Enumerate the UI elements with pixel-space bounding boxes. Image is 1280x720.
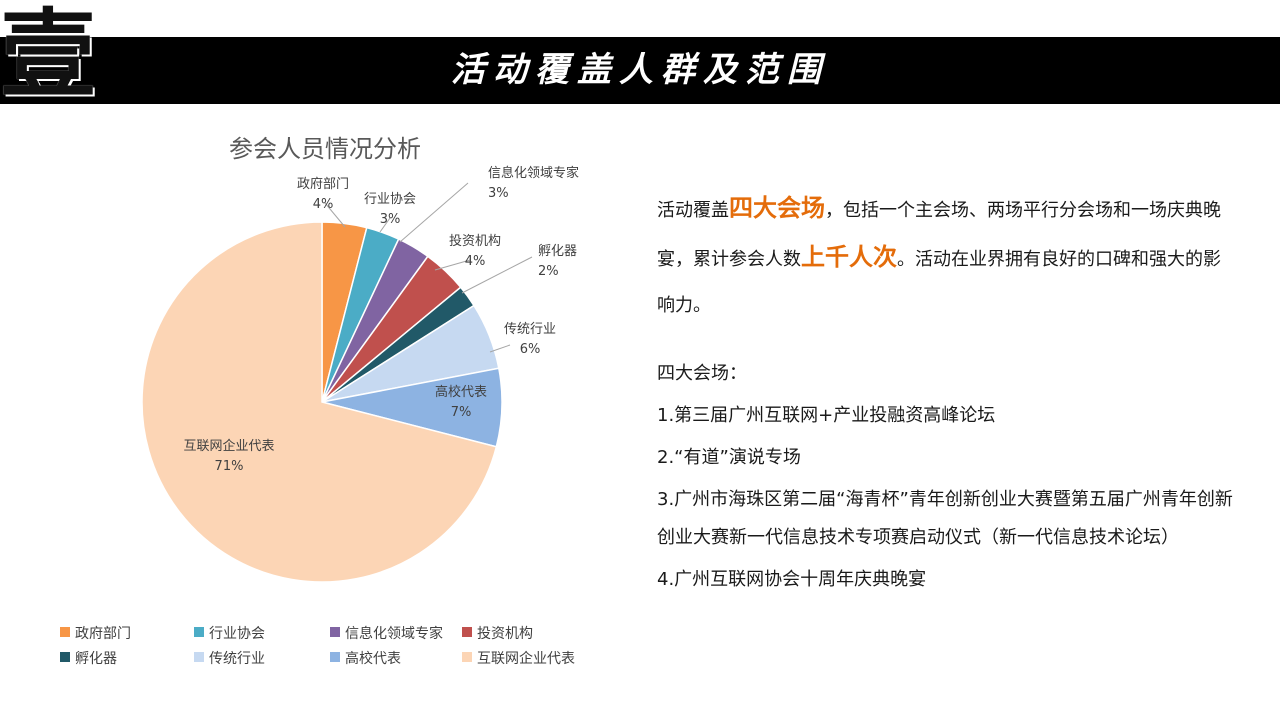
slice-label-category-4: 投资机构	[449, 233, 501, 249]
description-panel: 活动覆盖四大会场，包括一个主会场、两场平行分会场和一场庆典晚宴，累计参会人数上千…	[657, 185, 1237, 599]
legend-label-8: 互联网企业代表	[477, 650, 575, 667]
slice-label-category-6: 传统行业	[504, 322, 556, 337]
slice-label-value-1: 4%	[313, 197, 334, 212]
legend-label-3: 信息化领域专家	[345, 625, 443, 642]
highlight-venues: 四大会场	[729, 194, 825, 222]
highlight-attendance: 上千人次	[801, 243, 897, 271]
leader-line-3	[399, 182, 469, 243]
legend-swatch-8	[462, 652, 472, 662]
legend-swatch-6	[194, 652, 204, 662]
slice-label-category-3: 信息化领域专家	[488, 165, 579, 181]
slice-label-category-7: 高校代表	[435, 384, 487, 400]
legend-swatch-2	[194, 627, 204, 637]
intro-paragraph: 活动覆盖四大会场，包括一个主会场、两场平行分会场和一场庆典晚宴，累计参会人数上千…	[657, 185, 1237, 329]
legend-swatch-4	[462, 627, 472, 637]
leader-line-5	[461, 256, 533, 294]
leader-line-6	[489, 344, 511, 353]
slice-label-value-8: 71%	[215, 459, 244, 474]
section-number-mark: 壹	[0, 0, 96, 111]
slice-label-value-3: 3%	[488, 186, 509, 201]
legend-label-6: 传统行业	[209, 651, 265, 667]
intro-text-3: 。活动在业界拥有良好的口碑和强大的影响力。	[657, 249, 1221, 316]
venue-item-2: 2.“有道”演说专场	[657, 447, 801, 468]
pie-chart: 参会人员情况分析 政府部门 4% 行业协会 3% 信息化领域专家 3% 投资机构 4% 孵化器 2…	[60, 135, 579, 667]
slice-label-value-7: 7%	[451, 405, 472, 420]
slice-label-value-6: 6%	[520, 342, 541, 357]
leader-line-1	[324, 202, 346, 228]
legend-label-4: 投资机构	[477, 626, 533, 642]
legend-label-7: 高校代表	[345, 650, 401, 667]
slice-label-category-5: 孵化器	[538, 244, 577, 259]
leader-line-2	[379, 217, 391, 233]
slice-label-value-2: 3%	[380, 212, 401, 227]
legend-swatch-7	[330, 652, 340, 662]
page-title: 活动覆盖人群及范围	[451, 50, 829, 90]
slice-label-value-5: 2%	[538, 264, 559, 279]
legend-swatch-5	[60, 652, 70, 662]
leader-line-4	[434, 259, 471, 271]
venues-list: 四大会场： 1.第三届广州互联网+产业投融资高峰论坛 2.“有道”演说专场 3.…	[657, 355, 1237, 599]
slice-label-value-4: 4%	[465, 254, 486, 269]
legend-label-5: 孵化器	[75, 651, 117, 667]
slice-label-category-1: 政府部门	[297, 177, 349, 192]
intro-text-2: ，包括一个主会场、两场平行分会场和一场庆典晚宴，累计参会人数	[657, 200, 1221, 270]
chart-title: 参会人员情况分析	[229, 135, 421, 163]
pie-slice-8	[141, 221, 498, 583]
slice-label-category-8: 互联网企业代表	[183, 438, 274, 454]
venue-item-3: 3.广州市海珠区第二届“海青杯”青年创新创业大赛暨第五届广州青年创新创业大赛新一…	[657, 489, 1233, 548]
legend-label-2: 行业协会	[209, 626, 265, 642]
legend-swatch-1	[60, 627, 70, 637]
venue-item-1: 1.第三届广州互联网+产业投融资高峰论坛	[657, 405, 996, 426]
intro-text-1: 活动覆盖	[657, 200, 729, 221]
venue-item-4: 4.广州互联网协会十周年庆典晚宴	[657, 569, 927, 590]
legend-label-1: 政府部门	[75, 626, 131, 642]
legend-swatch-3	[330, 627, 340, 637]
slice-label-category-2: 行业协会	[364, 192, 416, 207]
header-bar	[0, 37, 1280, 104]
venues-heading: 四大会场：	[657, 363, 747, 384]
